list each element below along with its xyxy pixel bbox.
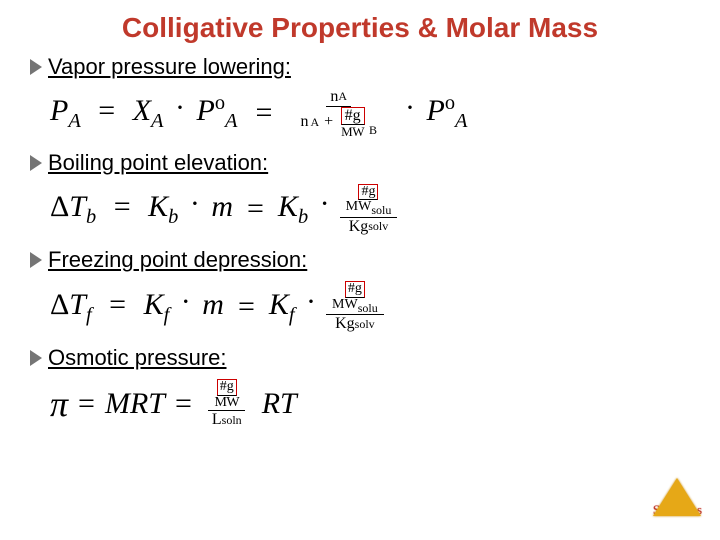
fp-f3: f [289, 304, 295, 326]
vp-Pdeg2: P [427, 94, 445, 127]
bp-hashg: #g [358, 184, 378, 201]
vp-A4: A [455, 110, 467, 132]
section-osmotic: Osmotic pressure: [30, 345, 690, 371]
section-boiling-text: Boiling point elevation: [48, 150, 268, 176]
fp-kg: Kg [335, 315, 355, 333]
vp-num-n: n [330, 88, 338, 106]
chevron-icon [30, 350, 42, 366]
fp-f: f [86, 304, 92, 326]
vp-eq1: = [98, 94, 115, 127]
equation-boiling: ΔTb = Kb · m = Kb · #g MWsolu Kgsolv [50, 184, 690, 236]
osm-soln: soln [222, 414, 242, 427]
bp-K: K [148, 190, 168, 223]
vp-X: X [133, 94, 151, 127]
section-osmotic-text: Osmotic pressure: [48, 345, 227, 371]
bp-eq: = [114, 190, 131, 223]
osm-frac: #g MW Lsoln [208, 379, 246, 429]
chevron-icon [30, 59, 42, 75]
vp-A3: A [225, 110, 237, 132]
section-vapor: Vapor pressure lowering: [30, 54, 690, 80]
bp-delta: Δ [50, 190, 69, 223]
vp-frac: nA nA + #g MW B [296, 88, 381, 138]
osm-mrt: MRT [105, 387, 165, 421]
bp-b2: b [168, 206, 178, 228]
fp-eq2: = [238, 290, 255, 324]
osm-hashg: #g [217, 379, 237, 396]
bp-eq2: = [247, 192, 264, 226]
solutions-stamp: Solutions [653, 478, 702, 518]
vp-hashg: #g [341, 107, 365, 125]
equation-osmotic: π = MRT = #g MW Lsoln RT [50, 379, 690, 429]
section-freezing: Freezing point depression: [30, 247, 690, 273]
bp-kg: Kg [349, 218, 369, 236]
chevron-icon [30, 155, 42, 171]
osm-eq2: = [175, 387, 192, 421]
fp-f2: f [164, 304, 170, 326]
bp-solu: solu [371, 203, 391, 217]
vp-den-nA: n [300, 113, 308, 131]
bp-b3: b [298, 206, 308, 228]
fp-m: m [202, 288, 224, 321]
vp-dot2: · [405, 91, 415, 124]
chevron-icon [30, 252, 42, 268]
vp-deg2: o [445, 92, 455, 114]
osm-mw: MW [212, 396, 241, 411]
bp-T: T [69, 190, 86, 223]
vp-plus: + [324, 113, 333, 131]
section-freezing-text: Freezing point depression: [48, 247, 307, 273]
bp-solv: solv [368, 220, 388, 233]
bp-dot2: · [320, 187, 330, 220]
triangle-icon [653, 478, 701, 516]
osm-eq: = [78, 387, 95, 421]
fp-dot: · [181, 285, 191, 318]
equation-freezing: ΔTf = Kf · m = Kf · #g MWsolu Kgsolv [50, 281, 690, 333]
vp-Pdeg: P [197, 94, 215, 127]
section-boiling: Boiling point elevation: [30, 150, 690, 176]
fp-mw: MW [332, 297, 358, 312]
osm-L: L [212, 411, 222, 429]
bp-b: b [86, 206, 96, 228]
fp-solu: solu [358, 301, 378, 315]
fp-hashg: #g [345, 281, 365, 298]
section-vapor-text: Vapor pressure lowering: [48, 54, 291, 80]
fp-K2: K [269, 288, 289, 321]
vp-num-A: A [338, 90, 347, 103]
vp-dot1: · [175, 91, 185, 124]
fp-T: T [69, 288, 86, 321]
vp-den-nAsub: A [310, 116, 319, 129]
equation-vapor: PA = XA · PoA = nA nA + #g MW B · PoA [50, 88, 690, 138]
vp-B: B [369, 124, 377, 137]
bp-dot: · [190, 187, 200, 220]
vp-P: P [50, 94, 68, 127]
fp-dot2: · [306, 285, 316, 318]
bp-mw: MW [346, 199, 372, 214]
osm-pi: π [50, 383, 68, 425]
bp-frac: #g MWsolu Kgsolv [340, 184, 398, 236]
vp-A1: A [68, 110, 80, 132]
vp-A2: A [151, 110, 163, 132]
fp-solv: solv [355, 318, 375, 331]
bp-K2: K [278, 190, 298, 223]
fp-frac: #g MWsolu Kgsolv [326, 281, 384, 333]
vp-eq2: = [256, 96, 273, 130]
fp-eq: = [109, 288, 126, 321]
vp-deg: o [215, 92, 225, 114]
slide-title: Colligative Properties & Molar Mass [30, 12, 690, 44]
fp-K: K [144, 288, 164, 321]
fp-delta: Δ [50, 288, 69, 321]
osm-RT: RT [262, 387, 297, 421]
bp-m: m [211, 190, 233, 223]
vp-mw: MW [338, 125, 367, 138]
